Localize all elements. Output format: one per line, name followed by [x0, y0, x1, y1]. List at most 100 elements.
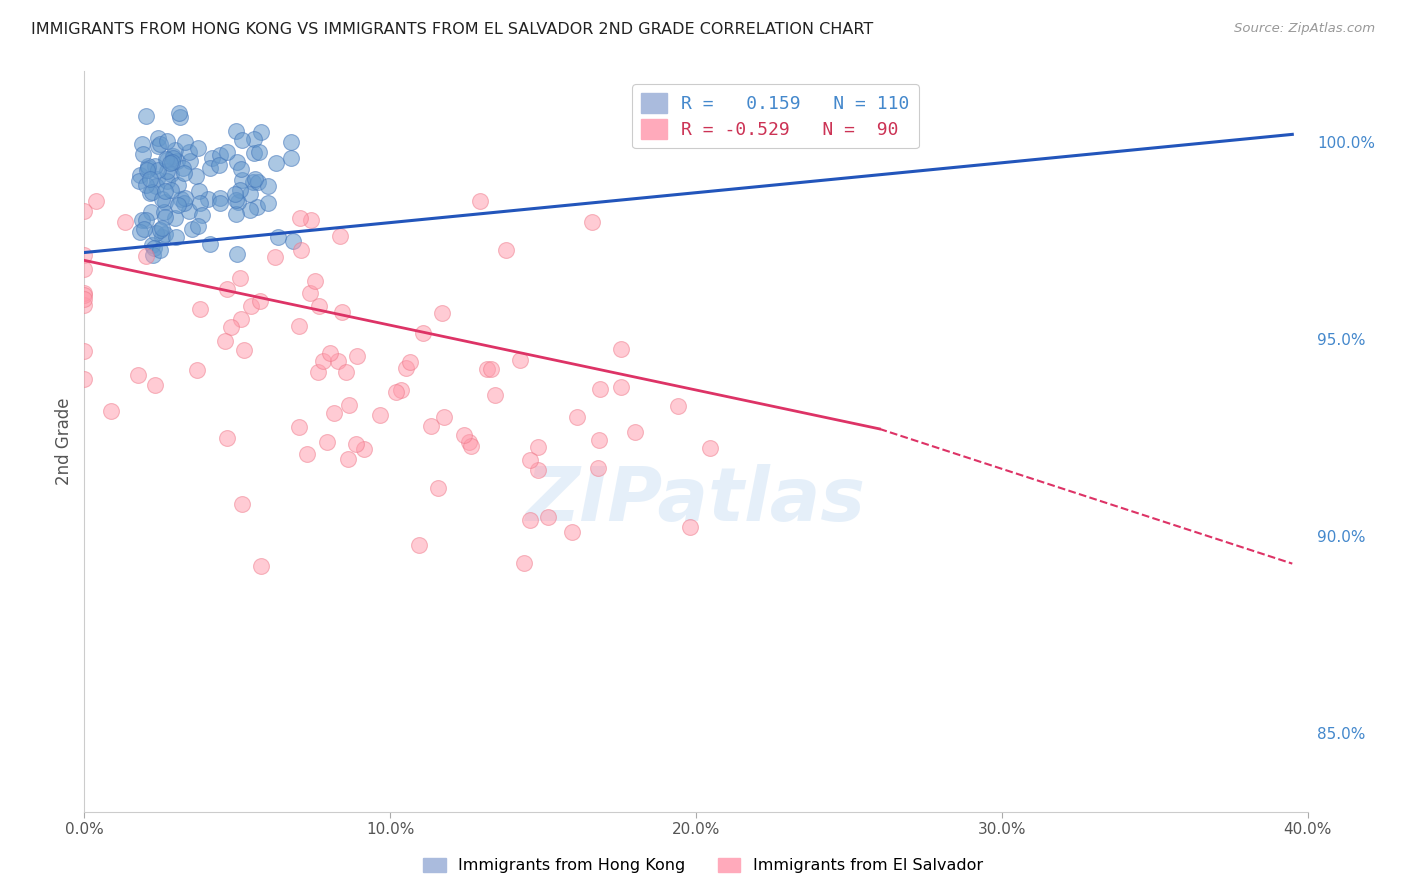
Point [173, 191, 195, 205]
Point [328, 354, 350, 368]
Point [225, 124, 247, 138]
Point [225, 207, 247, 221]
Point [139, 172, 162, 186]
Point [283, 235, 305, 249]
Point [420, 419, 443, 434]
Point [475, 362, 498, 376]
Point [134, 222, 156, 236]
Point [344, 437, 367, 451]
Point [243, 171, 266, 186]
Point [319, 346, 342, 360]
Point [298, 285, 321, 300]
Point [330, 305, 353, 319]
Point [166, 198, 188, 212]
Point [73, 344, 96, 359]
Point [156, 153, 179, 167]
Point [565, 409, 588, 424]
Point [581, 215, 603, 229]
Point [307, 365, 329, 379]
Point [239, 202, 262, 217]
Legend: R =   0.159   N = 110, R = -0.529   N =  90: R = 0.159 N = 110, R = -0.529 N = 90 [633, 84, 918, 148]
Point [526, 463, 548, 477]
Point [353, 442, 375, 456]
Point [73, 372, 96, 386]
Point [155, 152, 177, 166]
Point [589, 382, 612, 396]
Point [186, 363, 208, 377]
Point [156, 135, 179, 149]
Point [233, 343, 256, 358]
Point [337, 398, 360, 412]
Point [173, 196, 195, 211]
Point [188, 195, 211, 210]
Point [249, 559, 271, 574]
Point [217, 282, 239, 296]
Point [432, 410, 454, 425]
Point [73, 292, 96, 306]
Point [247, 174, 270, 188]
Point [519, 513, 541, 527]
Point [267, 229, 290, 244]
Point [149, 137, 172, 152]
Point [169, 110, 191, 124]
Point [172, 161, 194, 176]
Point [159, 167, 181, 181]
Point [153, 184, 176, 198]
Point [242, 175, 264, 189]
Text: Source: ZipAtlas.com: Source: ZipAtlas.com [1234, 22, 1375, 36]
Point [231, 497, 253, 511]
Point [173, 166, 195, 180]
Point [588, 434, 610, 448]
Point [129, 225, 152, 239]
Point [131, 137, 153, 152]
Point [165, 211, 187, 225]
Point [537, 510, 560, 524]
Point [145, 178, 167, 193]
Point [136, 161, 159, 176]
Point [586, 460, 609, 475]
Point [226, 155, 249, 169]
Point [150, 220, 173, 235]
Point [187, 219, 209, 234]
Point [141, 238, 163, 252]
Point [458, 434, 481, 449]
Point [208, 147, 231, 161]
Point [190, 208, 212, 222]
Point [167, 105, 190, 120]
Point [484, 388, 506, 402]
Point [430, 306, 453, 320]
Point [142, 241, 165, 255]
Point [197, 192, 219, 206]
Point [288, 211, 311, 225]
Point [73, 287, 96, 301]
Point [150, 230, 173, 244]
Point [280, 152, 302, 166]
Point [136, 159, 159, 173]
Point [146, 171, 169, 186]
Point [190, 301, 212, 316]
Point [73, 261, 96, 276]
Point [610, 342, 633, 356]
Point [610, 379, 633, 393]
Point [132, 147, 155, 161]
Point [264, 250, 287, 264]
Point [243, 146, 266, 161]
Point [337, 451, 360, 466]
Point [323, 406, 346, 420]
Point [699, 441, 721, 455]
Text: IMMIGRANTS FROM HONG KONG VS IMMIGRANTS FROM EL SALVADOR 2ND GRADE CORRELATION C: IMMIGRANTS FROM HONG KONG VS IMMIGRANTS … [31, 22, 873, 37]
Point [177, 145, 200, 159]
Point [166, 154, 188, 169]
Legend: Immigrants from Hong Kong, Immigrants from El Salvador: Immigrants from Hong Kong, Immigrants fr… [416, 851, 990, 880]
Point [145, 159, 167, 173]
Point [229, 311, 252, 326]
Point [509, 352, 531, 367]
Point [135, 212, 157, 227]
Point [308, 299, 330, 313]
Point [153, 205, 176, 219]
Point [226, 195, 249, 210]
Point [229, 270, 252, 285]
Point [166, 178, 188, 193]
Point [145, 226, 167, 240]
Point [153, 210, 176, 224]
